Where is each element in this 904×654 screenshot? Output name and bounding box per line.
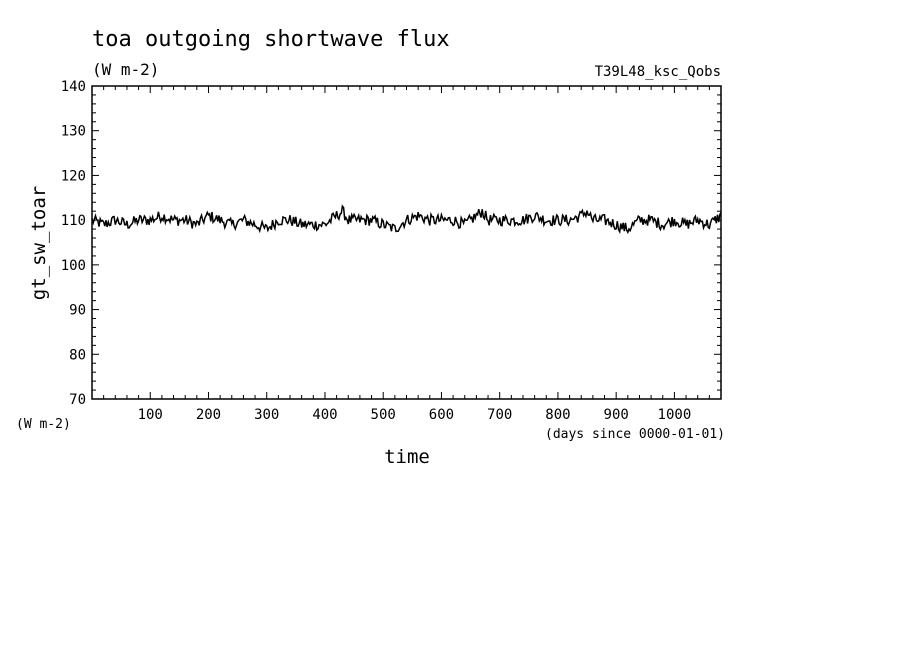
chart-title: toa outgoing shortwave flux xyxy=(92,27,450,52)
series-line xyxy=(91,204,722,235)
run-label: T39L48_ksc_Qobs xyxy=(595,64,721,80)
x-tick-label: 200 xyxy=(196,407,221,423)
y-tick-label: 140 xyxy=(61,79,86,95)
y-axis: 70 80 90 100 110 120 130 140 xyxy=(61,79,721,408)
series-layer xyxy=(91,204,722,235)
y-tick-label: 120 xyxy=(61,168,86,184)
x-tick-label: 800 xyxy=(545,407,570,423)
x-axis: 100 200 300 400 500 600 700 800 900 1000 xyxy=(103,86,710,423)
y-tick-label: 130 xyxy=(61,124,86,140)
x-tick-label: 300 xyxy=(254,407,279,423)
y-tick-label: 110 xyxy=(61,213,86,229)
x-axis-units: (days since 0000-01-01) xyxy=(545,427,725,442)
y-tick-label: 90 xyxy=(69,303,86,319)
x-tick-label: 400 xyxy=(312,407,337,423)
x-tick-label: 700 xyxy=(487,407,512,423)
y-tick-label: 70 xyxy=(69,392,86,408)
y-tick-label: 80 xyxy=(69,347,86,363)
y-tick-label: 100 xyxy=(61,258,86,274)
x-tick-label: 100 xyxy=(138,407,163,423)
y-axis-label: gt_sw_toar xyxy=(28,186,50,300)
x-tick-label: 600 xyxy=(429,407,454,423)
chart-subtitle: (W m-2) xyxy=(92,60,159,79)
y-axis-units: (W m-2) xyxy=(16,417,71,432)
x-tick-label: 1000 xyxy=(658,407,692,423)
x-tick-label: 900 xyxy=(604,407,629,423)
plot-frame xyxy=(91,85,722,400)
x-axis-label: time xyxy=(384,446,430,468)
x-tick-label: 500 xyxy=(371,407,396,423)
